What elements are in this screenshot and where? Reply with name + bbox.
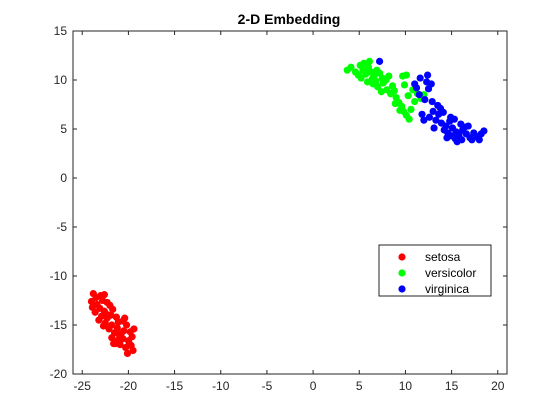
point-setosa (122, 321, 131, 329)
point-virginica (428, 97, 436, 106)
legend-label-versicolor: versicolor (425, 266, 476, 280)
point-virginica (464, 122, 472, 130)
point-versicolor (388, 82, 397, 90)
point-setosa (109, 305, 117, 313)
point-virginica (418, 110, 426, 118)
point-virginica (468, 136, 476, 144)
point-setosa (95, 316, 103, 324)
x-tick-label: -25 (74, 379, 92, 393)
x-tick-label: -10 (212, 379, 230, 393)
y-tick-label: -10 (50, 269, 68, 283)
point-versicolor (391, 99, 399, 108)
point-setosa (128, 333, 136, 341)
point-setosa (129, 346, 137, 355)
point-versicolor (360, 59, 368, 67)
y-tick-label: 5 (60, 122, 67, 136)
scatter-points (87, 57, 488, 358)
x-tick-label: 15 (445, 379, 459, 393)
legend-marker-virginica (398, 285, 406, 293)
plot-area (72, 30, 508, 375)
point-versicolor (363, 67, 371, 75)
point-virginica (416, 74, 424, 82)
point-virginica (480, 127, 488, 135)
y-tick-label: -5 (56, 220, 67, 234)
point-versicolor (385, 72, 393, 80)
point-setosa (114, 318, 122, 326)
point-virginica (436, 104, 445, 113)
x-tick-label: 5 (356, 379, 363, 393)
point-versicolor (405, 115, 413, 123)
point-versicolor (400, 81, 409, 89)
point-virginica (429, 107, 437, 115)
x-tick-label: 10 (399, 379, 413, 393)
point-setosa (105, 325, 113, 333)
point-virginica (411, 80, 419, 88)
point-virginica (425, 113, 434, 121)
point-setosa (87, 297, 96, 306)
point-setosa (130, 325, 138, 333)
x-tick-label: -20 (120, 379, 138, 393)
point-setosa (88, 303, 96, 311)
x-tick-label: -15 (166, 379, 184, 393)
point-setosa (125, 340, 133, 348)
y-tick-label: 10 (54, 73, 68, 87)
point-versicolor (347, 63, 355, 71)
point-setosa (108, 334, 116, 342)
point-virginica (443, 134, 451, 142)
point-versicolor (368, 75, 376, 83)
x-tick-label: -5 (262, 379, 273, 393)
point-virginica (423, 71, 432, 79)
point-setosa (121, 314, 129, 322)
legend-marker-versicolor (398, 269, 406, 277)
x-tick-label: 20 (491, 379, 505, 393)
point-virginica (430, 124, 438, 132)
x-tick-label: 0 (310, 379, 317, 393)
point-versicolor (402, 71, 410, 79)
point-setosa (117, 330, 125, 338)
legend-marker-setosa (398, 253, 406, 261)
y-tick-label: 15 (54, 24, 68, 38)
point-setosa (99, 322, 108, 330)
chart-title: 2-D Embedding (238, 11, 341, 27)
point-versicolor (377, 88, 386, 96)
point-versicolor (374, 83, 382, 91)
point-versicolor (365, 57, 374, 65)
point-virginica (421, 96, 429, 104)
legend-box (378, 244, 492, 297)
point-setosa (110, 340, 118, 348)
legend-items: setosa versicolor virginica (398, 250, 476, 296)
point-virginica (458, 136, 466, 144)
point-versicolor (411, 97, 419, 106)
point-setosa (102, 310, 110, 318)
point-versicolor (354, 71, 362, 79)
point-virginica (475, 136, 483, 144)
point-versicolor (407, 105, 415, 113)
point-versicolor (396, 106, 404, 114)
y-tick-label: 0 (60, 171, 67, 185)
y-tick-label: -20 (50, 367, 68, 381)
point-virginica (424, 85, 433, 93)
point-setosa (123, 349, 132, 358)
legend-label-setosa: setosa (425, 250, 461, 264)
axis-ticks: -25 -20 -15 -10 -5 0 5 10 15 20 15 10 5 0 -5 -10 -15 -20 (50, 24, 507, 393)
legend-label-virginica: virginica (425, 282, 469, 296)
point-virginica (432, 116, 440, 124)
legend[interactable]: setosa versicolor virginica (378, 244, 492, 297)
point-virginica (415, 91, 423, 99)
point-setosa (100, 291, 108, 299)
point-virginica (375, 57, 384, 65)
point-virginica (440, 126, 448, 134)
point-versicolor (404, 92, 412, 100)
y-tick-label: -15 (50, 318, 68, 332)
point-virginica (420, 116, 428, 124)
point-virginica (447, 113, 455, 121)
